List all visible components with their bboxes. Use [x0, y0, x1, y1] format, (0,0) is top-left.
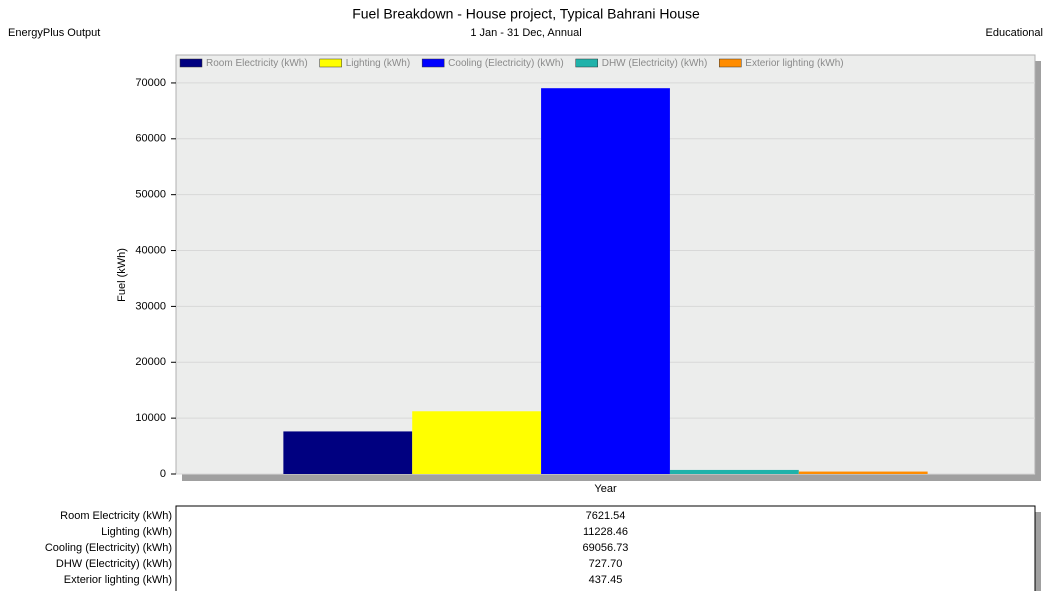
table-value: 69056.73 [583, 542, 629, 554]
header-left: EnergyPlus Output [8, 27, 100, 39]
y-tick-label: 40000 [135, 244, 166, 256]
y-tick-label: 10000 [135, 412, 166, 424]
chart-title: Fuel Breakdown - House project, Typical … [352, 6, 700, 22]
data-table [175, 505, 1036, 591]
legend-swatch [719, 58, 742, 68]
table-row-label: Lighting (kWh) [101, 526, 172, 538]
bar [412, 411, 542, 474]
y-tick-label: 20000 [135, 356, 166, 368]
y-tick-label: 60000 [135, 133, 166, 145]
y-tick-label: 30000 [135, 300, 166, 312]
y-tick-label: 0 [160, 468, 166, 480]
legend-swatch [319, 58, 342, 68]
table-value: 7621.54 [586, 510, 626, 522]
x-tick-label: Year [594, 483, 617, 495]
table-value: 727.70 [589, 558, 623, 570]
legend-swatch [179, 58, 203, 68]
legend-label: DHW (Electricity) (kWh) [602, 58, 708, 69]
table-row-label: DHW (Electricity) (kWh) [56, 558, 172, 570]
table-row-label: Room Electricity (kWh) [60, 510, 172, 522]
y-tick-label: 50000 [135, 189, 166, 201]
y-tick-label: 70000 [135, 77, 166, 89]
y-axis-label: Fuel (kWh) [116, 248, 128, 302]
chart-subtitle: 1 Jan - 31 Dec, Annual [470, 27, 581, 39]
legend-label: Lighting (kWh) [346, 58, 410, 69]
bar [541, 88, 670, 475]
bar [798, 471, 928, 474]
header-right: Educational [986, 27, 1044, 39]
table-value: 437.45 [589, 574, 623, 586]
legend-swatch [575, 58, 598, 68]
table-row-label: Exterior lighting (kWh) [64, 574, 172, 586]
legend-label: Room Electricity (kWh) [206, 58, 308, 69]
legend-label: Cooling (Electricity) (kWh) [448, 58, 564, 69]
table-value: 11228.46 [583, 526, 628, 538]
bar [669, 469, 799, 474]
legend-label: Exterior lighting (kWh) [745, 58, 843, 69]
legend-swatch [421, 58, 445, 68]
bar [283, 431, 413, 474]
table-row-label: Cooling (Electricity) (kWh) [45, 542, 172, 554]
